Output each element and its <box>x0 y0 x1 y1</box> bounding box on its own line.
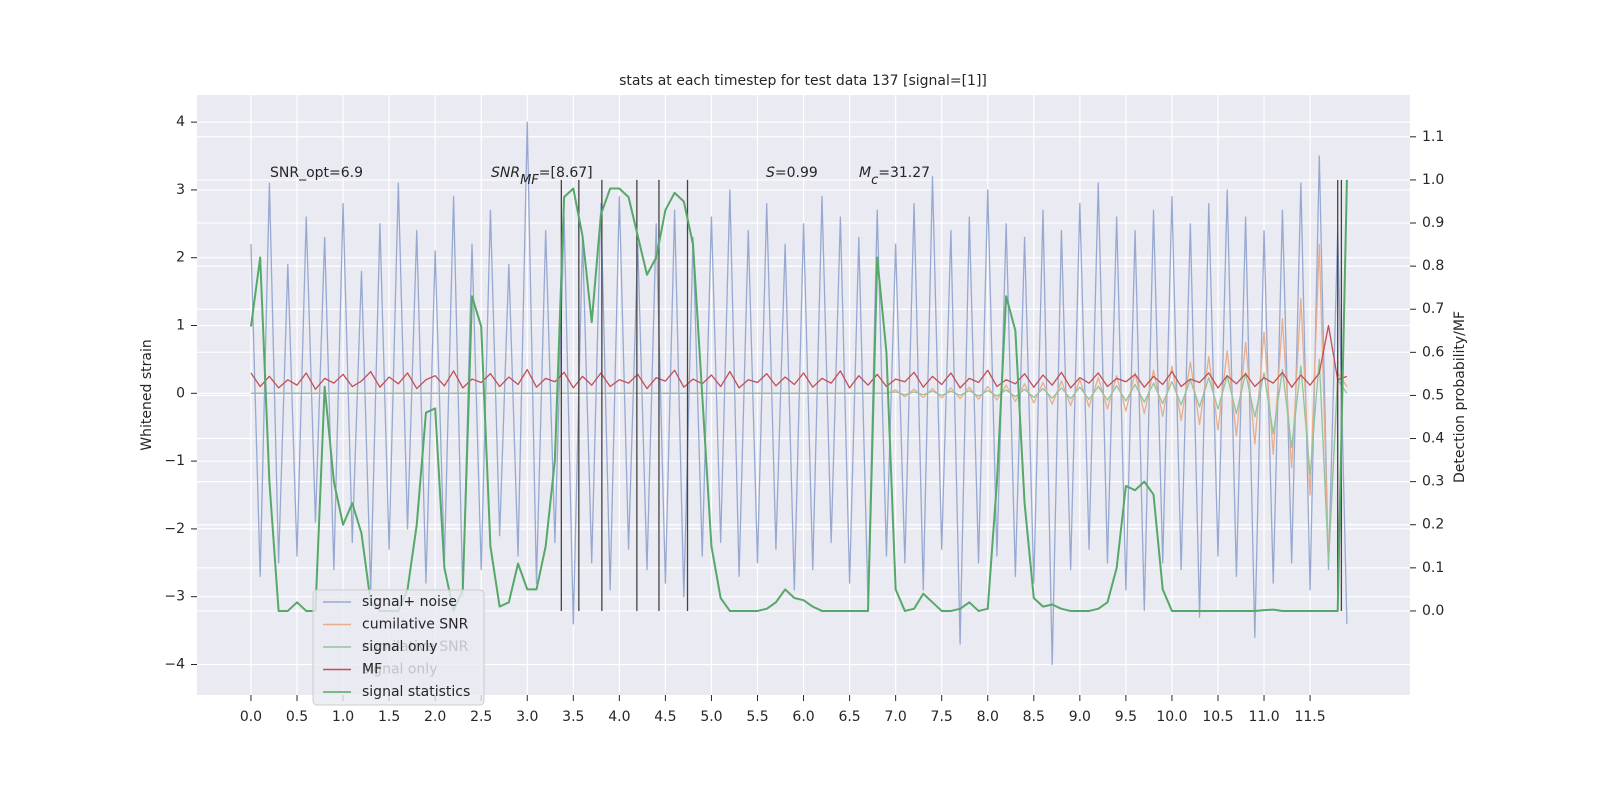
x-tick-label: 9.0 <box>1069 709 1091 725</box>
y2-tick-label: 0.4 <box>1422 431 1444 447</box>
x-tick-label: 1.0 <box>332 709 354 725</box>
y-tick-label: −3 <box>164 589 185 605</box>
y2-tick-label: 0.3 <box>1422 474 1444 490</box>
x-tick-label: 7.0 <box>885 709 907 725</box>
annotation-part: =[8.67] <box>539 165 593 181</box>
y2-tick-label: 0.6 <box>1422 344 1444 360</box>
legend-label: signal statistics <box>362 684 470 700</box>
x-tick-label: 4.0 <box>608 709 630 725</box>
series-line <box>250 358 1348 564</box>
y-tick-label: −4 <box>164 656 185 672</box>
y2-tick-label: 0.5 <box>1422 387 1444 403</box>
annotation-part: M <box>859 165 871 181</box>
x-tick-label: 1.5 <box>378 709 400 725</box>
x-tick-label: 4.5 <box>654 709 676 725</box>
x-tick-label: 3.0 <box>516 709 538 725</box>
x-tick-label: 2.5 <box>470 709 492 725</box>
x-tick-label: 11.0 <box>1248 709 1279 725</box>
annotation: SNR_opt=6.9 <box>270 165 363 181</box>
y-tick-label: 3 <box>176 182 185 198</box>
x-tick-label: 9.5 <box>1115 709 1137 725</box>
x-tick-label: 11.5 <box>1294 709 1325 725</box>
annotation: Mc=31.27 <box>859 165 930 188</box>
y2-tick-label: 0.1 <box>1422 560 1444 576</box>
y-tick-label: 2 <box>176 250 185 266</box>
legend-label: cumilative SNR <box>362 617 469 633</box>
annotation-part: =31.27 <box>878 165 930 181</box>
annotation-part: MF <box>520 173 539 188</box>
annotation: S=0.99 <box>766 165 818 181</box>
annotation-part: =0.99 <box>775 165 818 181</box>
series-line <box>249 179 1348 612</box>
y2-tick-label: 0.0 <box>1422 603 1444 619</box>
x-tick-label: 5.0 <box>700 709 722 725</box>
x-tick-label: 10.0 <box>1156 709 1187 725</box>
y-tick-label: 4 <box>176 114 185 130</box>
y-tick-label: −1 <box>164 453 185 469</box>
y2-tick-label: 0.8 <box>1422 258 1444 274</box>
y2-tick-label: 1.1 <box>1422 129 1444 145</box>
x-tick-label: 0.0 <box>240 709 262 725</box>
annotation-part: SNR <box>491 165 520 181</box>
x-tick-label: 5.5 <box>746 709 768 725</box>
chart-title: stats at each timestep for test data 137… <box>619 73 987 89</box>
annotation: SNRMF=[8.67] <box>491 165 593 188</box>
legend-label: signal only <box>362 639 437 655</box>
y-tick-label: −2 <box>164 521 185 537</box>
y-tick-label: 0 <box>176 385 185 401</box>
y-axis-label: Whitened strain <box>139 339 155 450</box>
y-tick-label: 1 <box>176 318 185 334</box>
legend-box <box>312 589 485 706</box>
x-tick-label: 6.5 <box>838 709 860 725</box>
x-tick-label: 10.5 <box>1202 709 1233 725</box>
x-tick-label: 6.0 <box>792 709 814 725</box>
y2-tick-label: 0.7 <box>1422 301 1444 317</box>
y2-tick-label: 0.9 <box>1422 215 1444 231</box>
annotation-part: S <box>766 165 775 181</box>
x-tick-label: 7.5 <box>931 709 953 725</box>
y2-tick-label: 1.0 <box>1422 172 1444 188</box>
x-tick-label: 3.5 <box>562 709 584 725</box>
legend-label: MF <box>362 662 382 678</box>
series-line <box>250 121 1348 666</box>
x-tick-label: 8.0 <box>977 709 999 725</box>
x-tick-label: 0.5 <box>286 709 308 725</box>
annotation-part: c <box>871 173 878 188</box>
x-tick-label: 2.0 <box>424 709 446 725</box>
y2-tick-label: 0.2 <box>1422 517 1444 533</box>
series-line <box>250 324 1348 390</box>
y2-axis-label: Detection probability/MF <box>1452 311 1468 483</box>
legend-label: signal+ noise <box>362 594 457 610</box>
x-tick-label: 8.5 <box>1023 709 1045 725</box>
